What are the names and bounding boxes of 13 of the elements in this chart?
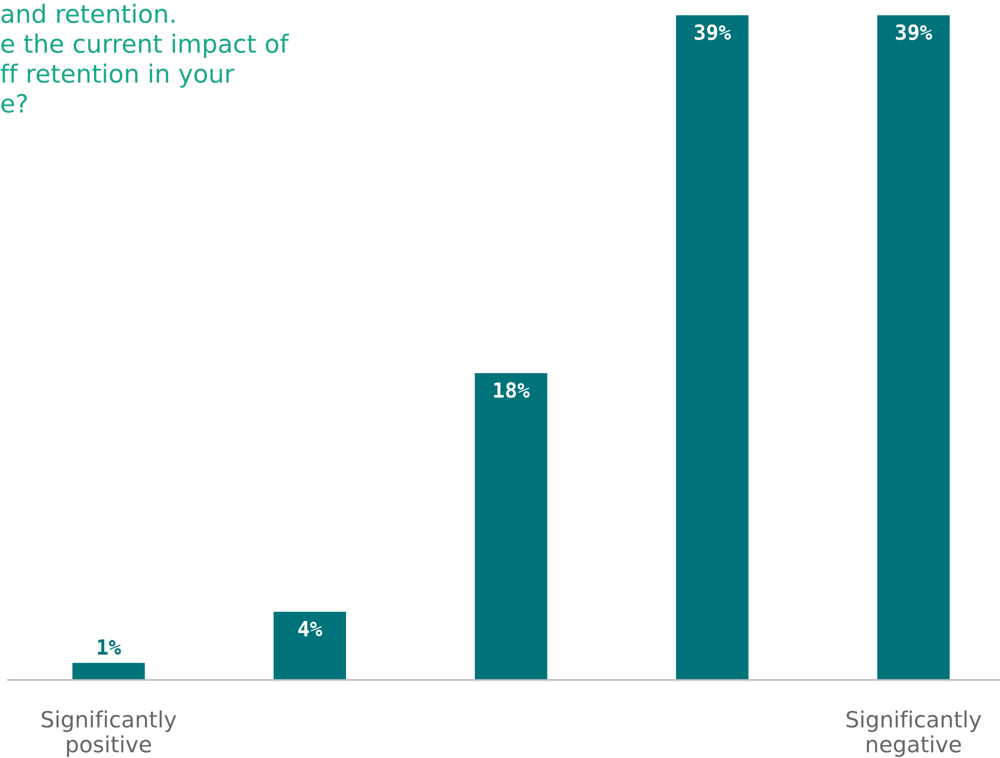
data-label: 39%	[694, 24, 731, 40]
text: and retention. e the current impact of ff retention in your e?	[0, 4, 289, 113]
x-tick-label: Significantly positive	[42, 710, 176, 757]
data-label: 18%	[494, 382, 530, 398]
bar	[274, 612, 346, 680]
bar	[877, 15, 950, 680]
data-label: 39%	[896, 24, 932, 40]
bar	[676, 15, 748, 680]
data-label: 4%	[298, 621, 322, 636]
bar	[72, 662, 145, 680]
x-tick-label: Significantly negative	[846, 710, 982, 757]
bar	[474, 373, 548, 680]
data-label: 1%	[98, 639, 122, 655]
